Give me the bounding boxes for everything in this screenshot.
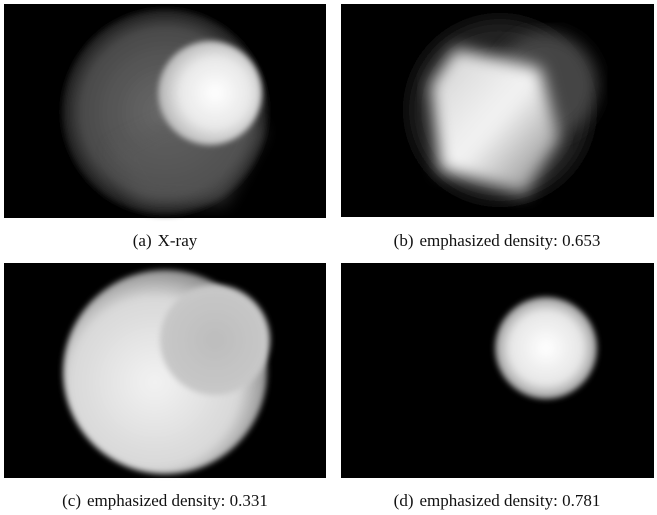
- caption-text: emphasized density: 0.331: [87, 491, 268, 510]
- caption: (a) X-ray: [133, 231, 198, 250]
- caption-label: (d): [394, 491, 414, 510]
- caption-label: (b): [394, 231, 414, 250]
- caption-label: (c): [62, 491, 81, 510]
- image-d: [341, 263, 654, 478]
- caption-text: emphasized density: 0.653: [420, 231, 601, 250]
- caption: (c) emphasized density: 0.331: [62, 491, 268, 510]
- caption: (d) emphasized density: 0.781: [394, 491, 601, 510]
- caption-text: emphasized density: 0.781: [420, 491, 601, 510]
- caption: (b) emphasized density: 0.653: [394, 231, 601, 250]
- inner-sphere: [160, 285, 270, 395]
- caption-text: X-ray: [158, 231, 198, 250]
- cube: [430, 48, 560, 195]
- inner-sphere: [158, 41, 262, 145]
- sphere: [495, 297, 597, 399]
- caption-label: (a): [133, 231, 152, 250]
